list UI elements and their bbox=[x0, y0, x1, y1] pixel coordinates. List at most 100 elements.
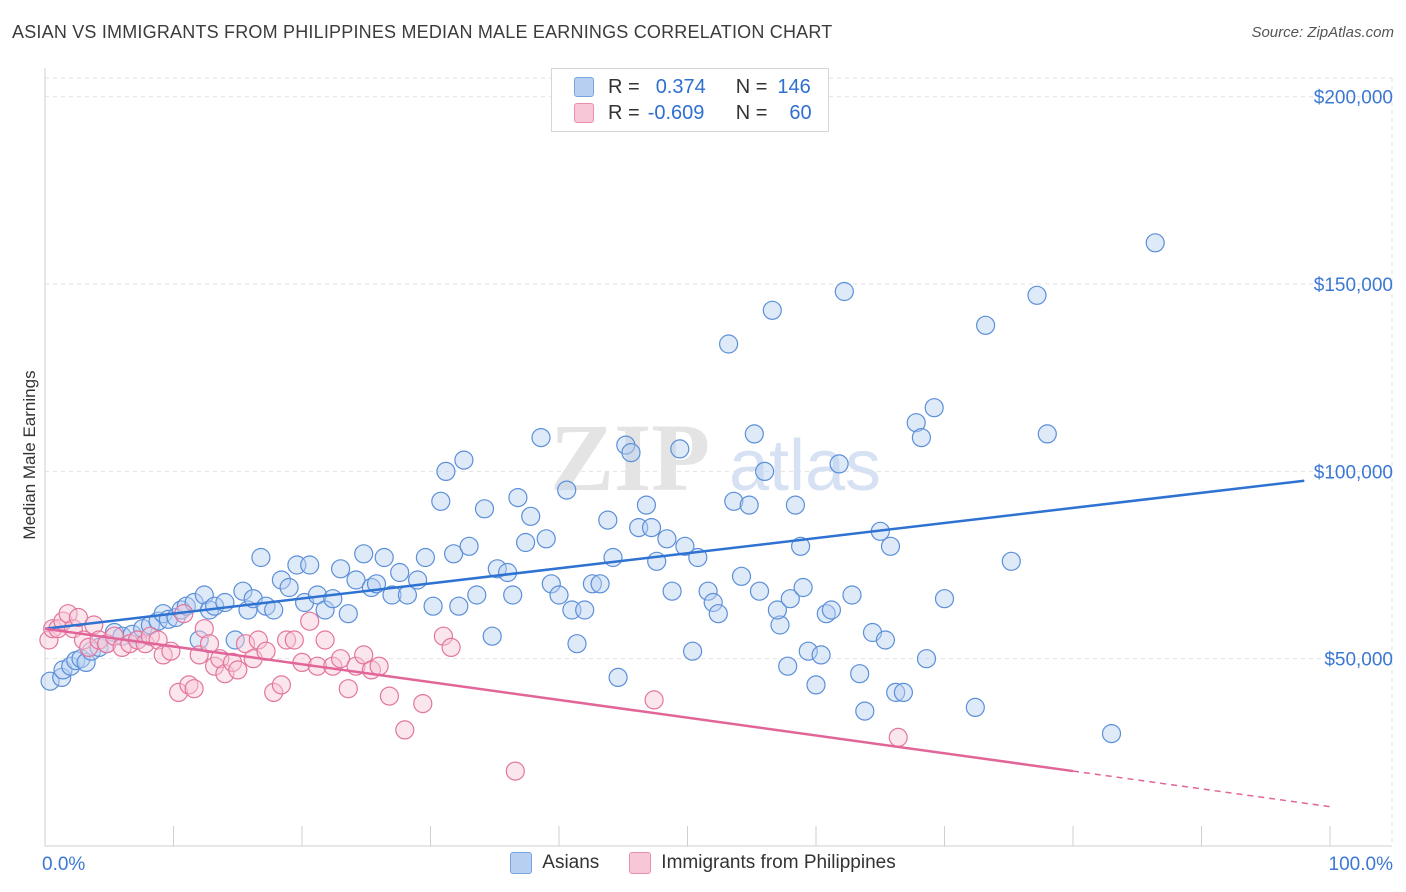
point-asians bbox=[608, 667, 628, 688]
chart-source: Source: ZipAtlas.com bbox=[1251, 24, 1394, 41]
point-asians bbox=[567, 634, 587, 654]
point-philippines bbox=[228, 660, 248, 680]
point-asians bbox=[816, 604, 836, 624]
y-tick-label: $50,000 bbox=[1324, 650, 1393, 671]
trend-line-extension bbox=[1072, 770, 1331, 808]
point-asians bbox=[934, 589, 955, 609]
point-asians bbox=[423, 596, 443, 616]
point-asians bbox=[790, 536, 811, 556]
point-philippines bbox=[264, 682, 284, 703]
legend-r-label: R = bbox=[608, 75, 640, 98]
point-asians bbox=[850, 664, 870, 684]
y-tick-label: $200,000 bbox=[1314, 88, 1393, 109]
point-asians bbox=[1027, 285, 1047, 305]
point-asians bbox=[834, 281, 854, 302]
legend-r-value: 0.374 bbox=[655, 75, 706, 98]
point-asians bbox=[698, 581, 718, 601]
point-asians bbox=[621, 443, 641, 463]
series-legend-philippines[interactable]: Immigrants from Philippines bbox=[629, 852, 896, 874]
point-asians bbox=[374, 547, 394, 568]
point-asians bbox=[444, 544, 464, 564]
series-legend: Asians Immigrants from Philippines bbox=[0, 852, 1406, 874]
point-philippines bbox=[68, 607, 89, 628]
legend-n-value: 60 bbox=[789, 101, 812, 124]
point-asians bbox=[390, 562, 410, 583]
series-label-asians: Asians bbox=[542, 852, 600, 873]
point-asians bbox=[531, 428, 551, 448]
point-asians bbox=[590, 574, 610, 594]
series-swatch-asians bbox=[510, 852, 533, 874]
point-asians bbox=[315, 600, 335, 620]
point-asians bbox=[855, 701, 875, 721]
point-asians bbox=[703, 592, 723, 613]
trend-lines bbox=[44, 479, 1331, 808]
point-asians bbox=[474, 499, 495, 519]
legend-r-label: R = bbox=[608, 101, 640, 124]
point-asians bbox=[279, 577, 299, 598]
correlation-legend: R = 0.374 N = 146 R = -0.609 N = 60 bbox=[551, 68, 829, 132]
point-asians bbox=[1145, 233, 1165, 253]
series-label-philippines: Immigrants from Philippines bbox=[661, 852, 896, 873]
point-asians bbox=[911, 428, 932, 448]
point-asians bbox=[770, 615, 790, 635]
point-asians bbox=[598, 510, 618, 530]
point-asians bbox=[503, 585, 523, 605]
point-philippines bbox=[97, 634, 117, 654]
point-philippines bbox=[338, 679, 358, 699]
watermark-atlas: atlas bbox=[729, 426, 881, 506]
point-asians bbox=[582, 574, 603, 594]
point-asians bbox=[1001, 551, 1021, 571]
point-asians bbox=[331, 559, 351, 579]
y-tick-label: $100,000 bbox=[1314, 462, 1393, 483]
point-asians bbox=[708, 604, 728, 624]
point-asians bbox=[924, 398, 944, 418]
point-asians bbox=[251, 547, 271, 568]
point-asians bbox=[459, 536, 479, 556]
point-asians bbox=[382, 585, 402, 605]
point-asians bbox=[508, 488, 528, 508]
point-asians bbox=[521, 506, 541, 526]
point-asians bbox=[338, 604, 358, 624]
y-tick-label: $150,000 bbox=[1314, 275, 1393, 296]
trend-line-philippines bbox=[44, 627, 1074, 773]
point-asians bbox=[541, 574, 561, 594]
series-legend-asians[interactable]: Asians bbox=[510, 852, 599, 874]
point-asians bbox=[718, 334, 739, 354]
watermark: ZIP atlas bbox=[550, 404, 881, 511]
point-asians bbox=[842, 585, 862, 605]
point-asians bbox=[482, 626, 502, 646]
point-asians bbox=[767, 600, 788, 620]
legend-row-philippines: R = -0.609 N = 60 bbox=[574, 101, 812, 125]
point-asians bbox=[71, 649, 91, 669]
point-asians bbox=[636, 495, 657, 515]
point-asians bbox=[205, 596, 225, 616]
point-philippines bbox=[235, 634, 256, 654]
point-philippines bbox=[300, 611, 320, 631]
grid-lines bbox=[45, 77, 1393, 846]
point-philippines bbox=[58, 604, 78, 624]
point-philippines bbox=[331, 649, 351, 669]
point-asians bbox=[225, 630, 245, 650]
point-philippines bbox=[644, 690, 664, 710]
point-asians bbox=[515, 532, 536, 553]
point-philippines bbox=[179, 675, 199, 695]
point-philippines bbox=[79, 637, 99, 658]
point-asians bbox=[436, 461, 456, 481]
legend-n-value: 146 bbox=[777, 75, 811, 98]
point-philippines bbox=[433, 626, 453, 646]
point-philippines bbox=[184, 679, 204, 699]
point-philippines bbox=[169, 682, 189, 703]
point-asians bbox=[749, 581, 770, 601]
point-asians bbox=[975, 315, 996, 335]
point-asians bbox=[793, 577, 813, 598]
point-asians bbox=[641, 517, 662, 538]
point-asians bbox=[300, 555, 320, 575]
point-asians bbox=[1101, 723, 1122, 744]
legend-row-asians: R = 0.374 N = 146 bbox=[574, 75, 811, 99]
point-asians bbox=[886, 682, 906, 703]
point-asians bbox=[739, 495, 759, 515]
point-asians bbox=[798, 641, 818, 661]
point-asians bbox=[744, 424, 764, 444]
point-philippines bbox=[354, 645, 374, 665]
point-asians bbox=[875, 630, 896, 650]
